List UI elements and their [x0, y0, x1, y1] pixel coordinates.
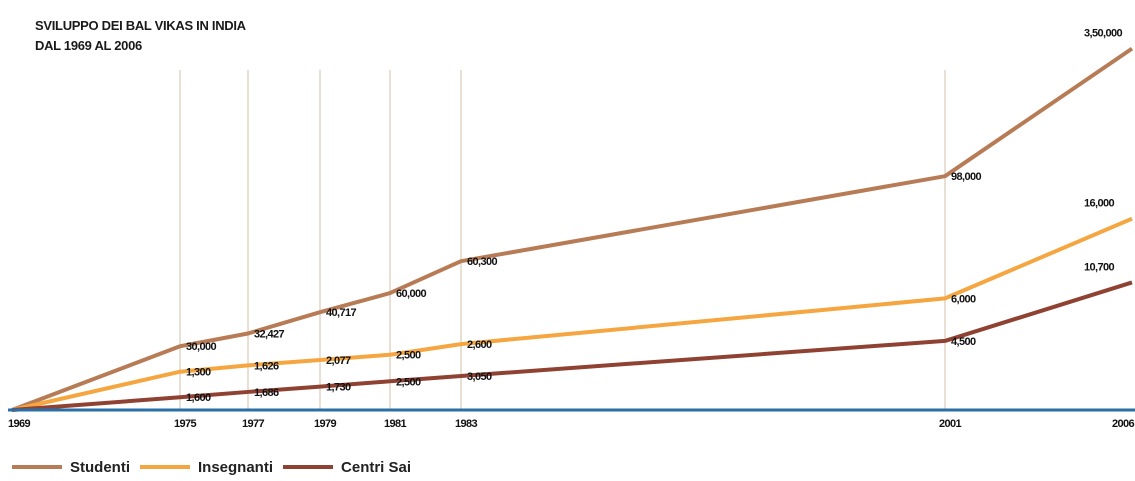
- data-label-studenti-1975: 30,000: [186, 341, 217, 353]
- x-tick-label-1969: 1969: [8, 418, 31, 430]
- data-label-studenti-1981: 60,000: [396, 288, 427, 300]
- data-label-insegnanti-1983: 2,600: [467, 339, 492, 351]
- x-tick-label-1979: 1979: [314, 418, 337, 430]
- legend-label-centri-sai: Centri Sai: [341, 459, 411, 476]
- data-label-studenti-2006: 3,50,000: [1084, 28, 1123, 40]
- data-label-centri-sai-2006: 10,700: [1084, 261, 1115, 273]
- data-label-centri-sai-1979: 1,730: [326, 382, 351, 394]
- data-label-studenti-1977: 32,427: [254, 328, 285, 340]
- data-label-insegnanti-2001: 6,000: [951, 293, 976, 305]
- data-label-insegnanti-1979: 2,077: [326, 355, 351, 367]
- data-label-centri-sai-1981: 2,500: [396, 376, 421, 388]
- data-label-centri-sai-1983: 3,050: [467, 371, 492, 383]
- x-tick-label-2001: 2001: [939, 418, 962, 430]
- x-tick-label-1983: 1983: [455, 418, 478, 430]
- chart-subtitle: DAL 1969 AL 2006: [35, 38, 142, 53]
- data-label-insegnanti-1981: 2,500: [396, 350, 421, 362]
- data-label-insegnanti-2006: 16,000: [1084, 198, 1115, 210]
- legend-label-studenti: Studenti: [70, 459, 130, 476]
- series-line-studenti: [11, 46, 1134, 412]
- data-label-centri-sai-2001: 4,500: [951, 336, 976, 348]
- series-line-centri-sai: [11, 280, 1133, 412]
- chart-title-block: SVILUPPO DEI BAL VIKAS IN INDIA DAL 1969…: [35, 16, 246, 56]
- series-line-insegnanti: [11, 216, 1133, 412]
- data-label-centri-sai-1977: 1,686: [254, 387, 279, 399]
- chart-title: SVILUPPO DEI BAL VIKAS IN INDIA: [35, 18, 246, 33]
- x-tick-label-2006: 2006: [1112, 418, 1135, 430]
- x-tick-label-1981: 1981: [384, 418, 407, 430]
- x-tick-label-1975: 1975: [174, 418, 197, 430]
- data-label-insegnanti-1975: 1,300: [186, 367, 211, 379]
- legend-label-insegnanti: Insegnanti: [198, 459, 273, 476]
- data-label-centri-sai-1975: 1,600: [186, 392, 211, 404]
- data-label-insegnanti-1977: 1,626: [254, 360, 279, 372]
- data-label-studenti-1983: 60,300: [467, 256, 498, 268]
- data-label-studenti-2001: 98,000: [951, 171, 982, 183]
- x-tick-label-1977: 1977: [242, 418, 265, 430]
- data-label-studenti-1979: 40,717: [326, 307, 357, 319]
